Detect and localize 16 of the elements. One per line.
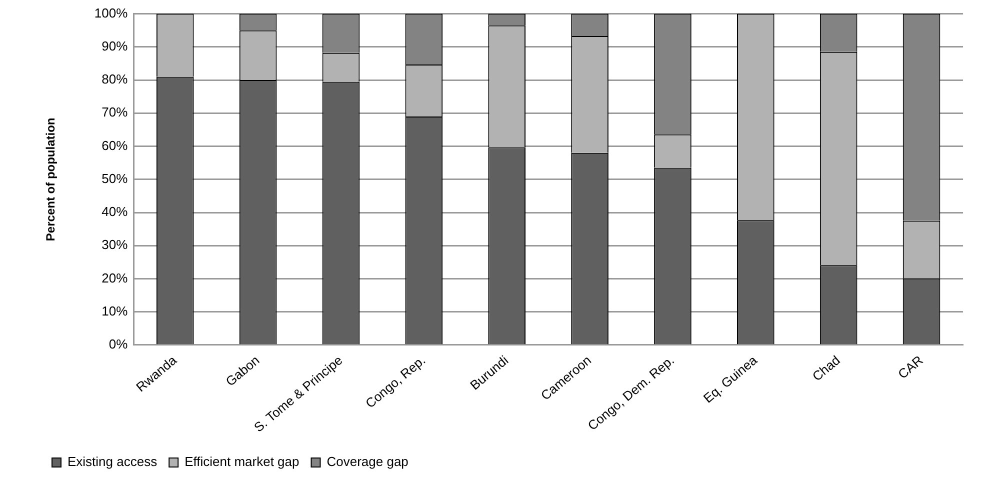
y-tick-label: 100% [94,5,128,20]
legend-label: Coverage gap [326,454,408,470]
x-tick-label: CAR [895,352,926,382]
y-tick-label: 70% [102,104,128,120]
y-tick-label: 0% [108,336,128,352]
legend-label: Existing access [68,454,158,470]
y-tick-label: 80% [102,72,128,87]
y-tick-label: 10% [102,303,128,318]
y-tick-label: 90% [102,38,128,54]
y-tick-label: 40% [102,204,128,220]
y-tick-label: 30% [102,237,128,252]
y-tick-label: 50% [102,170,128,186]
y-tick-label: 20% [102,270,128,286]
y-axis-title: Percent of population [44,118,58,242]
y-tick-label: 60% [102,138,128,153]
legend-label: Efficient market gap [184,454,300,470]
